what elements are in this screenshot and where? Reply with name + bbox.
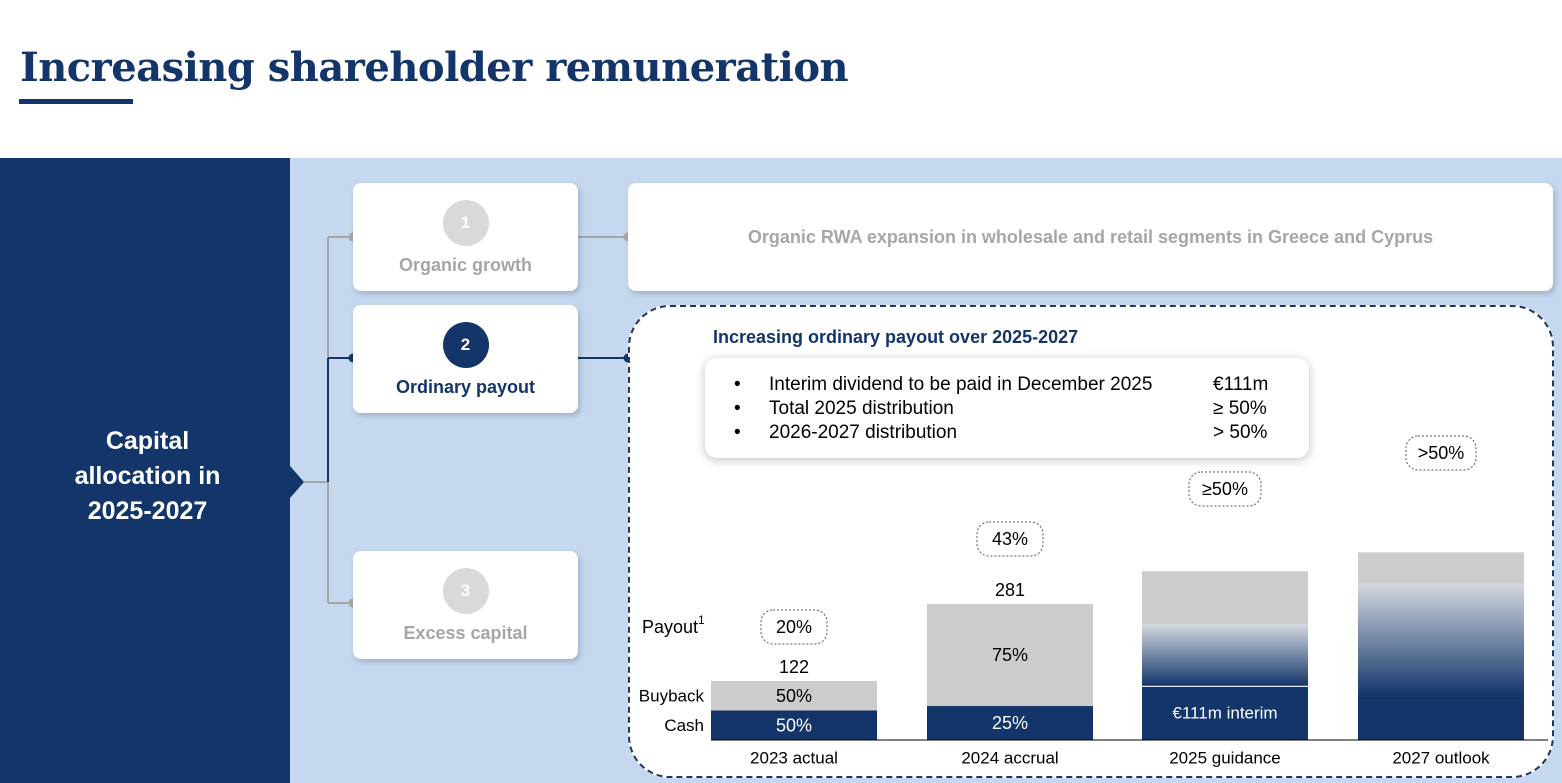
capital-allocation-label: Capital allocation in 2025-2027: [20, 424, 275, 529]
payout-ratio-pill: [760, 609, 828, 645]
bar-segment-gradient: [1142, 624, 1308, 687]
step-label: Excess capital: [403, 623, 528, 643]
capital-allocation-line-1: Capital: [105, 427, 190, 455]
payout-ratio-pill: [1188, 471, 1262, 507]
bullet-value: €111m: [1213, 374, 1269, 395]
data-label-total: 281: [995, 580, 1025, 600]
organic-growth-text: Organic RWA expansion in wholesale and r…: [747, 226, 1434, 247]
payout-footnote-marker: 1: [698, 613, 705, 627]
step-excess-capital: 3 Excess capital: [353, 551, 578, 659]
bullet-value: ≥ 50%: [1213, 398, 1267, 419]
step-organic-growth: 1 Organic growth: [353, 183, 578, 291]
bar-segment-gradient: [1358, 583, 1524, 697]
x-tick-label: 2024 accrual: [961, 749, 1058, 768]
step-number-badge: 2: [442, 322, 489, 368]
bullet-dot: •: [734, 398, 741, 419]
x-tick-label: 2027 outlook: [1392, 749, 1490, 768]
data-label-cash-share: 25%: [992, 713, 1028, 733]
step-number-badge: 3: [442, 568, 489, 614]
step-label: Organic growth: [398, 255, 532, 275]
bar-segment-navy: [1358, 696, 1524, 740]
bullet-text: Interim dividend to be paid in December …: [769, 374, 1153, 395]
left-panel-arrow: [290, 466, 304, 498]
data-label-buyback-share: 50%: [776, 686, 812, 706]
bullet-text: 2026-2027 distribution: [769, 422, 958, 443]
bar-segment-buyback: [927, 604, 1093, 707]
payout-ratio-label: 43%: [992, 529, 1028, 549]
bar-segment-cash: [711, 710, 877, 740]
bullet-row: • 2026-2027 distribution > 50%: [705, 422, 1309, 446]
x-tick-label: 2025 guidance: [1169, 749, 1281, 768]
payout-ratio-label: 20%: [776, 617, 812, 637]
bullet-row: • Interim dividend to be paid in Decembe…: [705, 374, 1309, 398]
legend-label-buyback: Buyback: [639, 686, 705, 705]
bullet-dot: •: [734, 422, 741, 443]
data-label-cash-share: 50%: [776, 715, 812, 735]
payout-bullets-box: • Interim dividend to be paid in Decembe…: [705, 358, 1309, 458]
bar-segment-grey: [1142, 571, 1308, 625]
bullet-value: > 50%: [1213, 422, 1268, 443]
data-label-buyback-share: 75%: [992, 645, 1028, 665]
payout-ratio-label: >50%: [1418, 443, 1465, 463]
capital-allocation-line-3: 2025-2027: [87, 497, 208, 525]
bullet-row: • Total 2025 distribution ≥ 50%: [705, 398, 1309, 422]
title-underline: [19, 99, 133, 104]
legend-label-cash: Cash: [664, 716, 704, 735]
bar-segment-cash: [927, 706, 1093, 740]
payout-heading: Increasing ordinary payout over 2025-202…: [713, 327, 1079, 347]
payout-ratio-pill: [976, 521, 1044, 557]
bar-segment-interim: [1142, 686, 1308, 740]
data-label-interim: €111m interim: [1172, 704, 1277, 723]
payout-row-label: Payout1: [642, 613, 705, 637]
bar-segment-buyback: [711, 681, 877, 711]
organic-growth-description: Organic RWA expansion in wholesale and r…: [628, 183, 1553, 291]
bullet-dot: •: [734, 374, 741, 395]
left-panel: [0, 158, 290, 783]
payout-ratio-pill: [1405, 435, 1477, 471]
page-title: Increasing shareholder remuneration: [20, 44, 849, 91]
bar-segment-grey: [1358, 552, 1524, 584]
payout-ratio-label: ≥50%: [1202, 479, 1248, 499]
bullet-text: Total 2025 distribution: [769, 398, 954, 419]
x-tick-label: 2023 actual: [750, 749, 838, 768]
step-label: Ordinary payout: [395, 377, 536, 397]
capital-allocation-line-2: allocation in: [74, 462, 221, 490]
step-ordinary-payout: 2 Ordinary payout: [353, 305, 578, 413]
data-label-total: 122: [779, 657, 809, 677]
step-number-badge: 1: [442, 200, 489, 246]
